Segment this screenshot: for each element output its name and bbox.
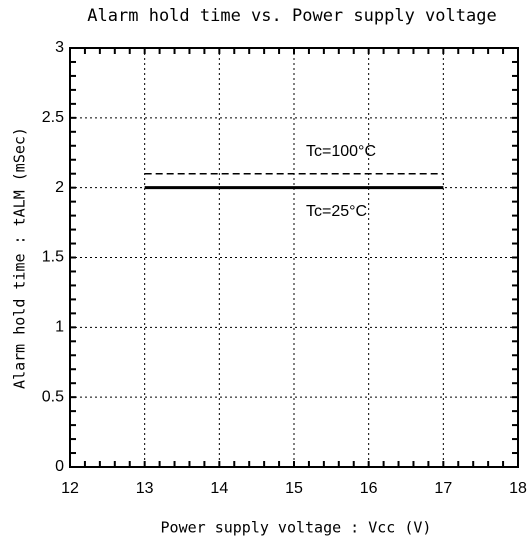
x-axis-label: Power supply voltage : Vcc (V) [161, 519, 432, 537]
y-tick-label: 2 [55, 179, 64, 196]
x-tick-label: 14 [210, 480, 228, 497]
y-tick-label: 0 [55, 458, 64, 475]
x-tick-label: 18 [509, 480, 527, 497]
series-label: Tc=100°C [306, 143, 376, 160]
series-label: Tc=25°C [306, 203, 367, 220]
x-tick-label: 17 [434, 480, 452, 497]
x-tick-label: 15 [285, 480, 303, 497]
chart-title: Alarm hold time vs. Power supply voltage [87, 6, 496, 26]
x-tick-label: 16 [360, 480, 378, 497]
x-tick-label: 13 [136, 480, 154, 497]
y-tick-label: 1.5 [42, 249, 64, 266]
y-axis-label: Alarm hold time : tALM (mSec) [11, 127, 29, 389]
y-tick-label: 0.5 [42, 388, 64, 405]
plot-frame [69, 47, 519, 468]
y-tick-label: 3 [55, 39, 64, 56]
x-tick-label: 12 [61, 480, 79, 497]
y-tick-label: 1 [55, 319, 64, 336]
y-tick-label: 2.5 [42, 109, 64, 126]
